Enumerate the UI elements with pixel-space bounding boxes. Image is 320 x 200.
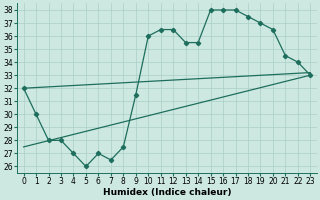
X-axis label: Humidex (Indice chaleur): Humidex (Indice chaleur) <box>103 188 231 197</box>
